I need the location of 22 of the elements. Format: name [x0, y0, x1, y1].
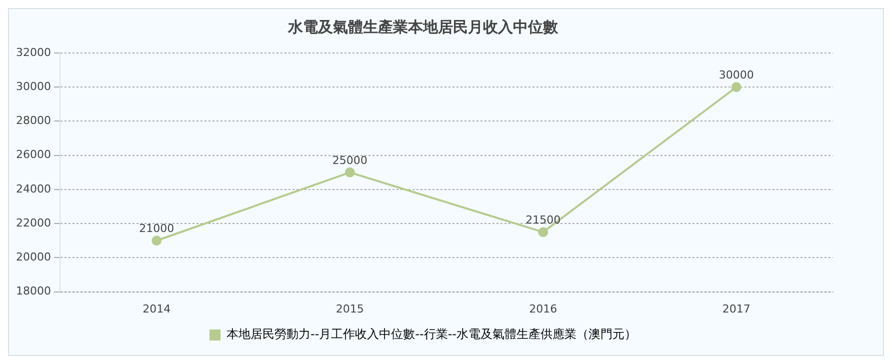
data-label: 25000: [332, 154, 368, 167]
y-tick-label: 24000: [16, 182, 51, 196]
data-label: 30000: [718, 68, 754, 82]
y-tick-label: 22000: [16, 216, 51, 230]
x-tick-label: 2017: [722, 302, 750, 316]
legend-label: 本地居民勞動力--月工作收入中位數--行業--水電及氣體生產供應業（澳門元）: [226, 327, 636, 342]
point: [152, 236, 162, 246]
y-tick-label: 28000: [16, 114, 51, 128]
y-tick-label: 30000: [16, 80, 51, 93]
point: [538, 227, 548, 238]
data-label: 21500: [526, 213, 561, 226]
x-tick-label: 2015: [336, 302, 364, 316]
data-label: 21000: [139, 222, 174, 235]
x-tick-label: 2016: [529, 302, 558, 316]
y-tick-label: 20000: [16, 250, 51, 264]
point: [731, 82, 742, 92]
y-tick-label: 18000: [16, 284, 51, 298]
chart-title: 水電及氣體生產業本地居民月收入中位數: [287, 18, 559, 36]
y-tick-label: 32000: [16, 46, 51, 59]
x-tick-label: 2014: [142, 302, 171, 316]
y-tick-label: 26000: [16, 148, 51, 162]
point: [344, 167, 355, 178]
